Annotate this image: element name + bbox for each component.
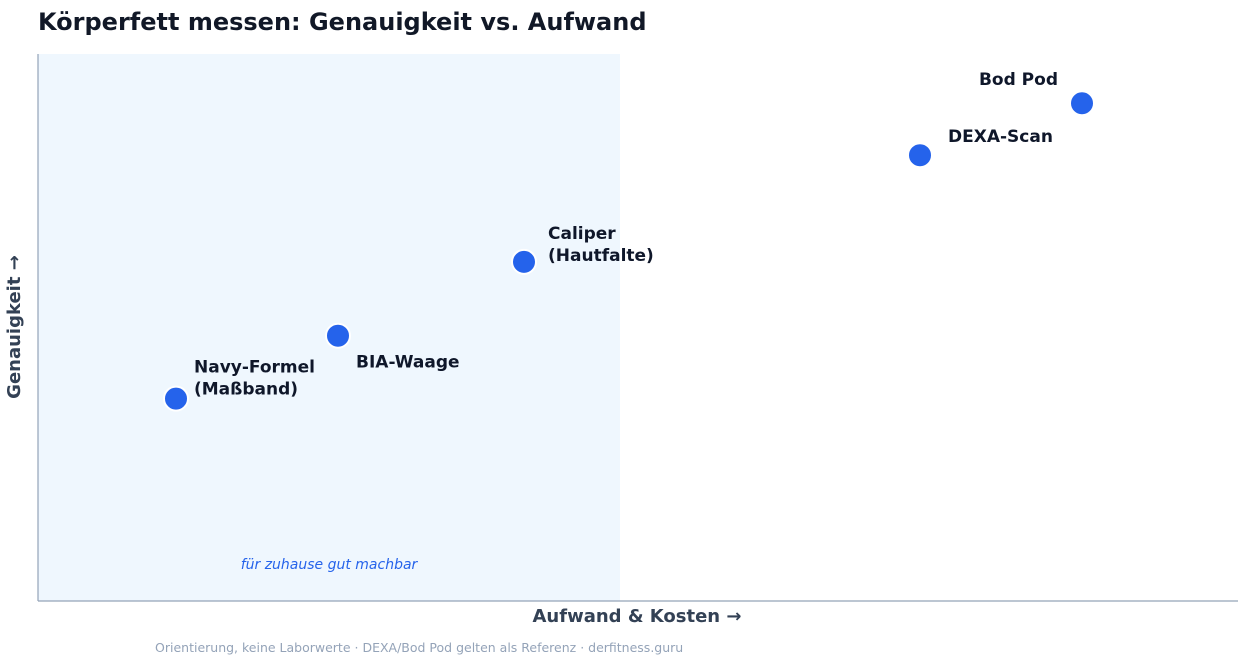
data-label-line: BIA-Waage: [356, 353, 460, 373]
data-label: Caliper (Hautfalte): [548, 224, 654, 266]
data-label-line: DEXA-Scan: [948, 127, 1053, 147]
region-label: für zuhause gut machbar: [241, 557, 419, 573]
data-labels: Navy-Formel (Maßband) BIA-Waage Caliper (Hau…: [194, 70, 1058, 399]
data-label-line: (Maßband): [194, 380, 298, 400]
x-axis-title: Aufwand & Kosten →: [533, 606, 742, 627]
data-label: DEXA-Scan: [948, 127, 1053, 147]
data-label: BIA-Waage: [356, 353, 460, 373]
chart-title: Körperfett messen: Genauigkeit vs. Aufwa…: [38, 8, 647, 36]
data-label: Bod Pod: [979, 70, 1058, 90]
y-axis-label: Genauigkeit: [4, 276, 25, 399]
data-label-line: (Hautfalte): [548, 246, 654, 266]
x-axis-label: Aufwand & Kosten: [533, 606, 721, 627]
data-point: [163, 385, 189, 412]
data-label: Navy-Formel (Maßband): [194, 358, 315, 400]
y-axis-arrow: →: [4, 255, 25, 270]
data-point: [1069, 90, 1095, 117]
data-point: [325, 322, 351, 349]
data-label-line: Navy-Formel: [194, 358, 315, 378]
data-point: [907, 142, 933, 169]
x-axis-arrow: →: [726, 606, 741, 627]
chart-footnote: Orientierung, keine Laborwerte · DEXA/Bo…: [155, 640, 683, 655]
data-point: [511, 248, 537, 275]
y-axis-title: Genauigkeit →: [4, 255, 25, 399]
data-label-line: Caliper: [548, 224, 616, 244]
data-points: [163, 90, 1095, 412]
data-label-line: Bod Pod: [979, 70, 1058, 90]
